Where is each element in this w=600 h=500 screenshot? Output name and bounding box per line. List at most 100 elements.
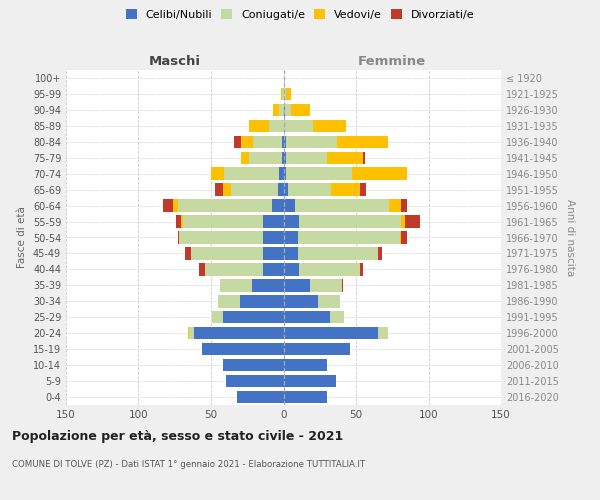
Bar (406, 216, 420, 228)
Bar (249, 120, 269, 132)
Bar (215, 184, 223, 196)
Bar (179, 232, 263, 243)
Bar (378, 327, 388, 340)
Bar (341, 279, 343, 291)
Bar (173, 200, 178, 212)
Bar (176, 216, 181, 228)
Bar (284, 136, 286, 148)
Bar (284, 279, 310, 291)
Bar (234, 136, 241, 148)
Bar (291, 104, 310, 116)
Y-axis label: Fasce di età: Fasce di età (17, 206, 27, 268)
Bar (285, 104, 291, 116)
Bar (281, 88, 282, 100)
Bar (189, 327, 194, 340)
Bar (284, 120, 313, 132)
Bar (299, 263, 361, 276)
Bar (184, 216, 263, 228)
Bar (241, 136, 253, 148)
Bar (313, 120, 346, 132)
Bar (226, 375, 284, 388)
Bar (181, 216, 184, 228)
Bar (224, 168, 279, 180)
Bar (178, 200, 272, 212)
Bar (284, 152, 286, 164)
Bar (232, 184, 278, 196)
Bar (274, 104, 279, 116)
Y-axis label: Anni di nascita: Anni di nascita (565, 199, 575, 276)
Bar (253, 136, 282, 148)
Bar (363, 152, 365, 164)
Bar (337, 136, 388, 148)
Bar (298, 232, 400, 243)
Bar (263, 232, 284, 243)
Bar (251, 279, 284, 291)
Bar (220, 279, 251, 291)
Bar (240, 295, 284, 308)
Bar (330, 311, 344, 324)
Bar (319, 295, 340, 308)
Text: Popolazione per età, sesso e stato civile - 2021: Popolazione per età, sesso e stato civil… (12, 430, 343, 443)
Bar (284, 359, 327, 372)
Bar (331, 184, 361, 196)
Bar (202, 343, 284, 355)
Bar (191, 247, 263, 260)
Bar (284, 184, 288, 196)
Bar (361, 184, 366, 196)
Bar (286, 88, 291, 100)
Bar (185, 247, 191, 260)
Bar (284, 311, 330, 324)
Legend: Celibi/Nubili, Coniugati/e, Vedovi/e, Divorziati/e: Celibi/Nubili, Coniugati/e, Vedovi/e, Di… (122, 6, 478, 23)
Bar (272, 200, 284, 212)
Bar (284, 375, 336, 388)
Bar (279, 104, 284, 116)
Text: Maschi: Maschi (149, 54, 201, 68)
Bar (327, 152, 363, 164)
Bar (282, 136, 284, 148)
Bar (218, 295, 240, 308)
Bar (286, 136, 337, 148)
Bar (263, 263, 284, 276)
Bar (188, 327, 189, 340)
Bar (263, 216, 284, 228)
Text: COMUNE DI TOLVE (PZ) - Dati ISTAT 1° gennaio 2021 - Elaborazione TUTTITALIA.IT: COMUNE DI TOLVE (PZ) - Dati ISTAT 1° gen… (12, 460, 365, 469)
Bar (223, 184, 232, 196)
Bar (284, 168, 286, 180)
Bar (401, 216, 406, 228)
Bar (295, 200, 389, 212)
Bar (361, 263, 363, 276)
Bar (284, 391, 327, 403)
Bar (284, 200, 295, 212)
Bar (401, 232, 407, 243)
Bar (269, 120, 284, 132)
Bar (279, 168, 284, 180)
Bar (284, 216, 299, 228)
Bar (212, 311, 223, 324)
Bar (223, 359, 284, 372)
Bar (199, 263, 205, 276)
Bar (299, 216, 401, 228)
Bar (284, 263, 299, 276)
Bar (263, 247, 284, 260)
Bar (178, 232, 179, 243)
Bar (284, 104, 285, 116)
Bar (194, 327, 284, 340)
Bar (249, 152, 282, 164)
Bar (352, 168, 407, 180)
Bar (163, 200, 173, 212)
Bar (284, 88, 286, 100)
Bar (211, 168, 224, 180)
Bar (223, 311, 284, 324)
Bar (389, 200, 401, 212)
Bar (205, 263, 263, 276)
Bar (284, 247, 298, 260)
Bar (400, 232, 401, 243)
Bar (282, 152, 284, 164)
Bar (284, 327, 378, 340)
Bar (286, 152, 327, 164)
Bar (298, 247, 378, 260)
Bar (378, 247, 382, 260)
Bar (278, 184, 284, 196)
Bar (284, 232, 298, 243)
Bar (241, 152, 249, 164)
